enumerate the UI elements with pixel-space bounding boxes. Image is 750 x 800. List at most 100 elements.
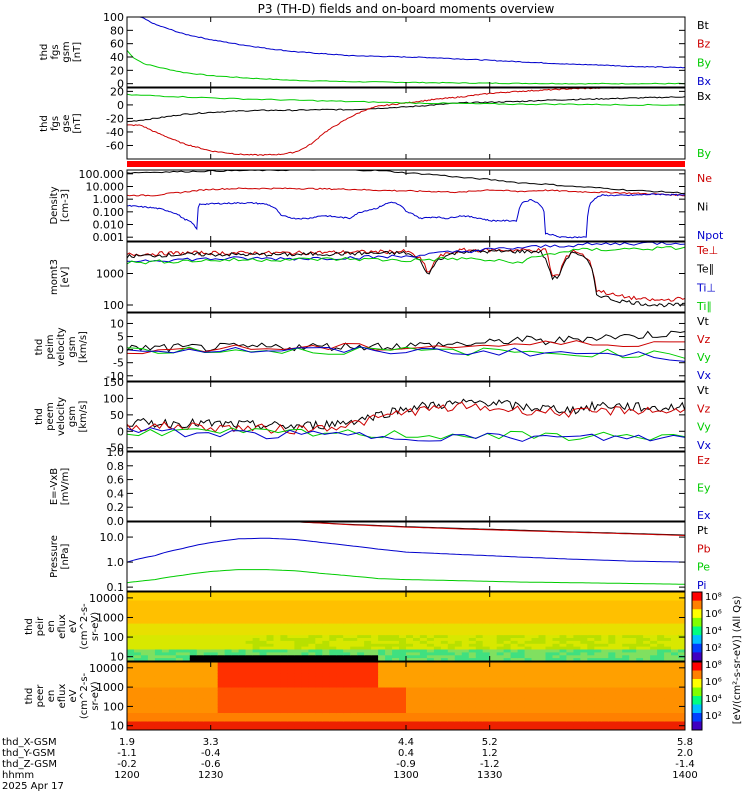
spectrogram-cell	[671, 646, 679, 650]
spectrogram-cell	[426, 670, 435, 674]
spectrogram-cell	[664, 698, 672, 703]
spectrogram-cell	[196, 643, 205, 648]
spectrogram-cell	[196, 649, 205, 653]
spectrogram-cell	[406, 718, 414, 722]
spectrogram-cell	[182, 603, 191, 607]
spectrogram-cell	[573, 710, 581, 714]
spectrogram-cell	[231, 655, 240, 659]
spectrogram-cell	[175, 713, 184, 717]
spectrogram-cell	[671, 684, 679, 688]
spectrogram-cell	[287, 727, 295, 731]
spectrogram-cell	[175, 597, 184, 602]
spectrogram-cell	[203, 681, 212, 686]
spectrogram-cell	[406, 603, 414, 607]
spectrogram-cell	[147, 635, 156, 639]
spectrogram-cell	[433, 635, 442, 639]
spectrogram-cell	[636, 623, 644, 627]
spectrogram-cell	[273, 713, 281, 717]
spectrogram-cell	[182, 594, 191, 599]
spectrogram-cell	[392, 727, 400, 731]
spectrogram-cell	[671, 704, 679, 708]
spectrogram-cell	[392, 693, 400, 697]
spectrogram-cell	[517, 649, 526, 653]
spectrogram-cell	[224, 679, 233, 683]
spectrogram-cell	[392, 615, 400, 619]
spectrogram-cell	[315, 727, 323, 731]
spectrogram-cell	[538, 662, 546, 666]
spectrogram-cell	[531, 632, 539, 636]
spectrogram-cell	[503, 594, 512, 599]
spectrogram-cell	[440, 620, 449, 625]
ylabel-line: [km/s]	[78, 400, 89, 432]
spectrogram-cell	[182, 623, 191, 627]
spectrogram-cell	[440, 609, 449, 613]
colorbar-segment	[692, 609, 702, 619]
spectrogram-cell	[461, 676, 470, 680]
spectrogram-cell	[552, 696, 560, 700]
spectrogram-cell	[343, 646, 351, 650]
spectrogram-cell	[406, 673, 414, 677]
spectrogram-cell	[273, 724, 281, 728]
spectrogram-cell	[657, 592, 665, 596]
spectrogram-cell	[594, 640, 602, 645]
spectrogram-cell	[510, 662, 519, 666]
spectrogram-cell	[273, 597, 281, 602]
spectrogram-cell	[161, 612, 170, 616]
spectrogram-cell	[189, 704, 198, 708]
spectrogram-cell	[461, 727, 470, 731]
spectrogram-cell	[315, 693, 323, 697]
spectrogram-cell	[357, 632, 365, 636]
spectrogram-cell	[587, 626, 595, 630]
spectrogram-cell	[322, 623, 330, 627]
spectrogram-cell	[329, 715, 337, 720]
spectrogram-cell	[671, 662, 679, 666]
spectrogram-cell	[482, 640, 491, 645]
spectrogram-cell	[475, 670, 484, 674]
spectrogram-cell	[594, 592, 602, 596]
spectrogram-cell	[482, 718, 491, 722]
spectrogram-cell	[580, 662, 588, 666]
spectrogram-cell	[203, 649, 212, 653]
spectrogram-cell	[433, 662, 442, 666]
spectrogram-cell	[552, 715, 560, 720]
spectrogram-cell	[517, 623, 526, 627]
spectrogram-cell	[378, 687, 386, 691]
legend-Ne: Ne	[697, 172, 712, 185]
spectrogram-cell	[580, 670, 588, 674]
spectrogram-cell	[210, 658, 219, 662]
spectrogram-cell	[580, 617, 588, 622]
spectrogram-cell	[468, 655, 477, 659]
spectrogram-cell	[678, 718, 686, 722]
spectrogram-cell	[168, 646, 177, 650]
spectrogram-cell	[196, 615, 205, 619]
ylabel-line: Pressure	[49, 535, 60, 578]
spectrogram-cell	[524, 673, 533, 677]
spectrogram-cell	[210, 649, 219, 653]
spectrogram-cell	[364, 713, 372, 717]
spectrogram-cell	[175, 643, 184, 648]
spectrogram-cell	[573, 655, 581, 659]
spectrogram-cell	[161, 718, 170, 722]
spectrogram-cell	[322, 721, 330, 725]
spectrogram-cell	[552, 701, 560, 705]
spectrogram-cell	[287, 617, 295, 622]
spectrogram-cell	[147, 724, 156, 728]
spectrogram-cell	[419, 594, 428, 599]
spectrogram-cell	[280, 626, 288, 630]
spectrogram-cell	[134, 623, 142, 627]
spectrogram-cell	[134, 701, 142, 705]
spectrogram-cell	[496, 718, 505, 722]
spectrogram-cell	[482, 670, 491, 674]
spectrogram-cell	[454, 592, 463, 596]
spectrogram-cell	[134, 652, 142, 656]
spectrogram-cell	[336, 670, 344, 674]
spectrogram-cell	[426, 655, 435, 659]
spectrogram-cell	[559, 623, 567, 627]
spectrogram-cell	[231, 643, 240, 648]
spectrogram-cell	[657, 704, 665, 708]
spectrogram-cell	[650, 710, 658, 714]
spectrogram-cell	[406, 649, 414, 653]
spectrogram-cell	[657, 632, 665, 636]
spectrogram-cell	[336, 662, 344, 666]
spectrogram-cell	[203, 679, 212, 683]
